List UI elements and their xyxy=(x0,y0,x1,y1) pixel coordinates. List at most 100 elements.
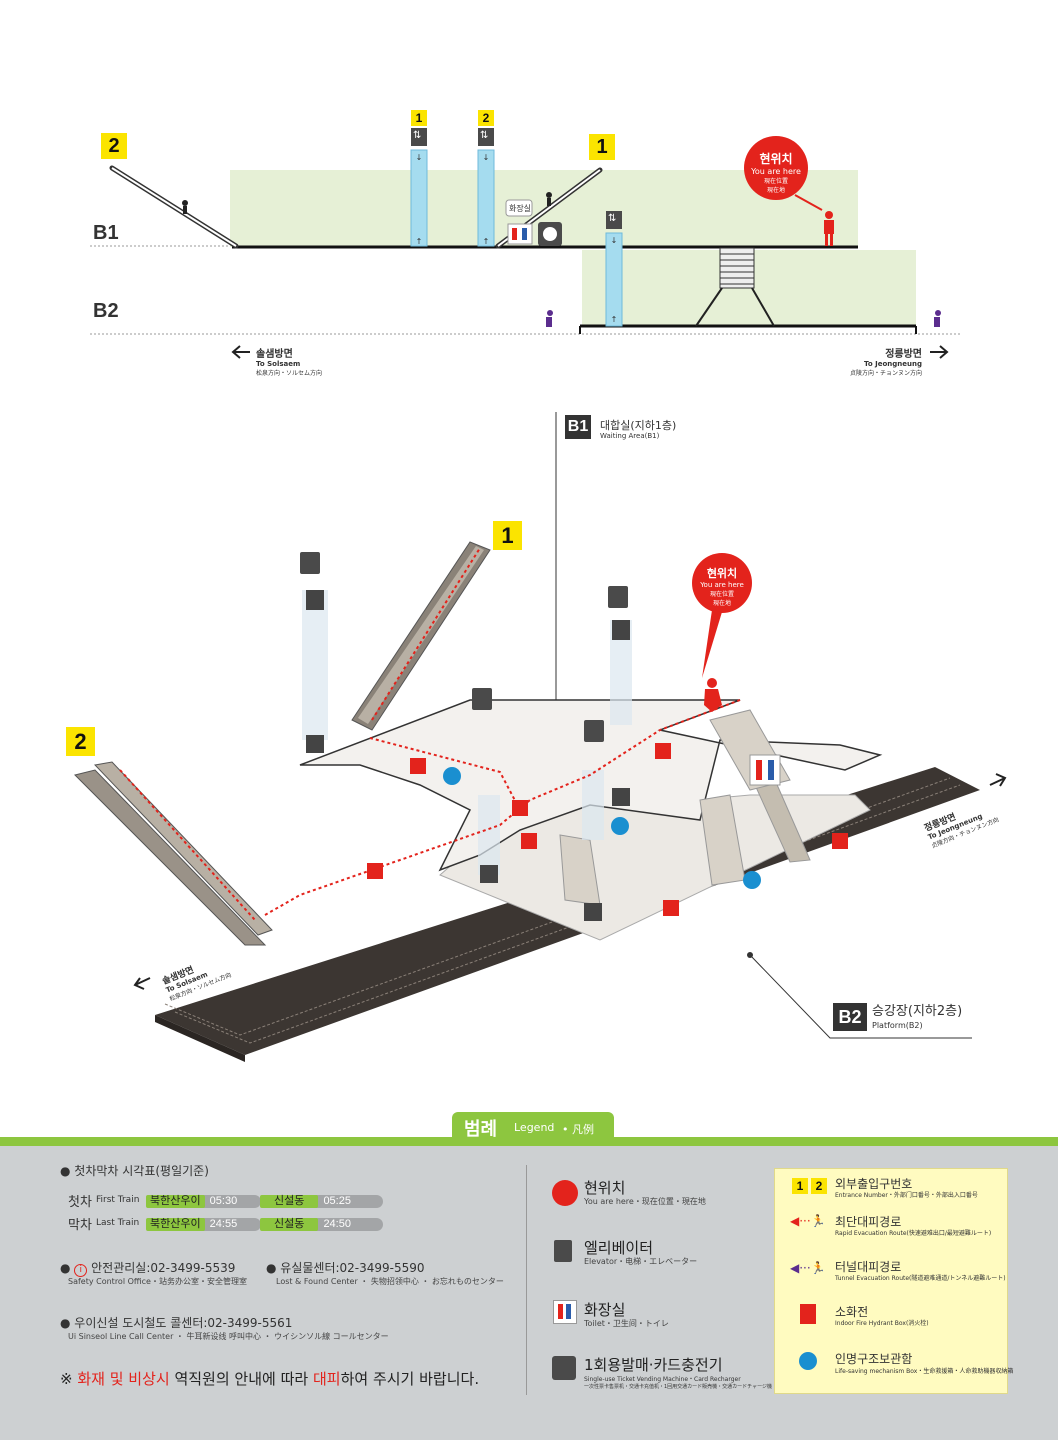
ticket-machine-icon xyxy=(552,1356,576,1380)
direction-left: 솔샘방면 To Solsaem 松泉方向・ソルセム方向 xyxy=(256,345,322,377)
you-are-here-bubble xyxy=(744,136,808,200)
last-train-dest2: 신설동 xyxy=(260,1218,319,1231)
legend-elevator-en: Elevator・电梯・エレベーター xyxy=(584,1257,698,1266)
first-train-dest2: 신설동 xyxy=(260,1195,319,1208)
last-train-pill-2: 신설동 24:50 xyxy=(260,1218,383,1231)
b2-badge: B2 xyxy=(833,1003,867,1031)
legend-toilet-ko: 화장실 xyxy=(584,1301,626,1319)
evacuation-route xyxy=(264,699,741,916)
you-are-here-cn1: 現在位置 xyxy=(763,178,788,185)
svg-text:↓: ↓ xyxy=(611,236,618,245)
direction-right: 정릉방면 To Jeongneung 贞陵方向・チョンヌン方向 xyxy=(830,345,922,377)
legend-you-are-here-en: You are here・现在位置・現在地 xyxy=(584,1197,706,1206)
you-are-here-ko: 현위치 xyxy=(706,567,738,580)
b1-badge: B1 xyxy=(565,415,591,439)
entrance-number-tag: 1 xyxy=(792,1178,808,1194)
you-are-here-icon xyxy=(552,1180,578,1206)
svg-text:↑: ↑ xyxy=(416,237,423,246)
entrance-number-tag: 1 xyxy=(589,134,615,160)
cross-section-drawing: ↓ ↑ ↓ ↑ ↓ ↑ xyxy=(90,128,960,359)
legend-ticket-en2: 一次性票卡售票机・交通卡充值机・1回用交通カード販売機・交通カードチャージ機 xyxy=(584,1384,773,1390)
notice-red1: 화재 및 비상시 xyxy=(77,1370,170,1388)
b1-label-en: Waiting Area(B1) xyxy=(600,432,660,440)
you-are-here-en: You are here xyxy=(700,581,744,589)
direction-right-en: To Jeongneung xyxy=(864,360,922,368)
you-are-here-cn1: 現在位置 xyxy=(709,591,734,598)
legend-title-ko: 범례 xyxy=(464,1119,498,1140)
first-train-time1: 05:30 xyxy=(209,1195,238,1207)
safety-office-en: Safety Control Office・站务办公室・安全管理室 xyxy=(68,1277,247,1286)
elevator-icon xyxy=(554,1240,572,1262)
first-train-dest1: 북한산우이 xyxy=(146,1195,205,1208)
legend-tab: 범례 Legend • 凡例 xyxy=(452,1112,614,1142)
notice-mid: 역직원의 안내에 따라 xyxy=(169,1370,313,1388)
level-label-b1: B1 xyxy=(93,222,119,244)
entrance-number-tag: 2 xyxy=(101,133,127,159)
isometric-drawing xyxy=(74,412,1007,1062)
call-center-en: Ui Sinseol Line Call Center ・ 牛耳新设线 呼叫中心… xyxy=(68,1332,389,1341)
call-center-ko: ● 우이신설 도시철도 콜센터:02-3499-5561 xyxy=(60,1316,293,1330)
b2-label-en: Platform(B2) xyxy=(872,1021,923,1030)
first-train-ko: 첫차 xyxy=(68,1195,92,1210)
rapid-evacuation-icon: ◀···🏃 xyxy=(790,1214,826,1228)
last-train-ko: 막차 xyxy=(68,1218,92,1233)
legend-rapid-ko: 최단대피경로 xyxy=(835,1215,902,1229)
entrance-number-tag: 2 xyxy=(811,1178,827,1194)
lost-found-ko: ● 유실물센터:02-3499-5590 xyxy=(266,1261,425,1275)
lifesaving-box-icon xyxy=(799,1352,817,1370)
notice-pre: ※ xyxy=(60,1370,78,1388)
legend-ticket-ko: 1회용발매·카드충전기 xyxy=(584,1356,723,1374)
legend-elevator-ko: 엘리베이터 xyxy=(584,1239,654,1257)
legend-lifesaving-en: Life-saving mechanism Box・生命救援箱・人命救助機器収納… xyxy=(835,1368,1014,1375)
legend-divider xyxy=(526,1165,527,1395)
you-are-here-marker: 현위치 You are here 現在位置 現在地 xyxy=(692,565,752,607)
direction-right-ko: 정릉방면 xyxy=(885,349,922,360)
toilet-icon xyxy=(553,1300,577,1324)
svg-text:↓: ↓ xyxy=(483,153,490,162)
legend-title-en: Legend xyxy=(514,1121,555,1134)
direction-left-ko: 솔샘방면 xyxy=(256,349,293,360)
b2-label-ko: 승강장(지하2층) xyxy=(872,1004,963,1019)
legend-entrance-en: Entrance Number・外部门口番号・外部出入口番号 xyxy=(835,1192,978,1199)
elevator-icon: ⇅ xyxy=(608,213,617,224)
elevator-icon: ⇅ xyxy=(413,130,422,141)
first-train-pill-1: 북한산우이 05:30 xyxy=(146,1195,261,1208)
direction-left-en: To Solsaem xyxy=(256,360,301,368)
notice-red2: 대피 xyxy=(312,1370,341,1388)
svg-text:↑: ↑ xyxy=(483,237,490,246)
legend-ticket-en: Single-use Ticket Vending Machine・Card R… xyxy=(584,1376,741,1383)
legend-entrance-ko: 외부출입구번호 xyxy=(835,1177,913,1191)
you-are-here-marker: 현위치 You are here 現在位置 現在地 xyxy=(744,150,808,194)
legend-toilet-en: Toilet・卫生间・トイレ xyxy=(584,1319,669,1328)
legend-hydrant-ko: 소화전 xyxy=(835,1305,869,1319)
you-are-here-ko: 현위치 xyxy=(759,152,793,166)
you-are-here-en: You are here xyxy=(751,167,801,176)
svg-text:↑: ↑ xyxy=(611,315,618,324)
emergency-notice: ※ 화재 및 비상시 역직원의 안내에 따라 대피하여 주시기 바랍니다. xyxy=(60,1368,479,1389)
direction-right-sub: 贞陵方向・チョンヌン方向 xyxy=(849,370,922,377)
legend-you-are-here-ko: 현위치 xyxy=(584,1179,626,1197)
hydrant-icon xyxy=(800,1304,816,1324)
first-train-time2: 05:25 xyxy=(323,1195,351,1207)
legend-tunnel-en: Tunnel Evacuation Route(隧道避难通道/トンネル避難ルート… xyxy=(835,1275,1006,1282)
first-train-en: First Train xyxy=(96,1195,140,1205)
first-train-pill-2: 신설동 05:25 xyxy=(260,1195,383,1208)
legend-tunnel-ko: 터널대피경로 xyxy=(835,1260,902,1274)
last-train-time2: 24:50 xyxy=(323,1218,351,1230)
legend-title-cn: • 凡例 xyxy=(562,1123,594,1136)
lost-found-en: Lost & Found Center ・ 失物招领中心 ・ お忘れものセンター xyxy=(276,1277,504,1286)
svg-text:↓: ↓ xyxy=(416,153,423,162)
exit-number-tag: 2 xyxy=(478,110,494,126)
toilet-label: 화장실 xyxy=(508,204,532,213)
you-are-here-cn2: 現在地 xyxy=(766,187,785,194)
you-are-here-cn2: 現在地 xyxy=(712,600,731,607)
safety-office-ko: 안전관리실:02-3499-5539 xyxy=(91,1261,236,1275)
notice-post: 하여 주시기 바랍니다. xyxy=(340,1370,480,1388)
last-train-time1: 24:55 xyxy=(209,1218,238,1230)
legend-title-cn-text: 凡例 xyxy=(572,1123,594,1136)
b1-label-ko: 대합실(지하1층) xyxy=(600,419,677,432)
safety-office: ● i 안전관리실:02-3499-5539 xyxy=(60,1261,236,1277)
legend-rapid-en: Rapid Evacuation Route(快速避难出口/最短避難ルート) xyxy=(835,1230,992,1237)
elevator-icon: ⇅ xyxy=(480,130,489,141)
level-label-b2: B2 xyxy=(93,300,119,322)
